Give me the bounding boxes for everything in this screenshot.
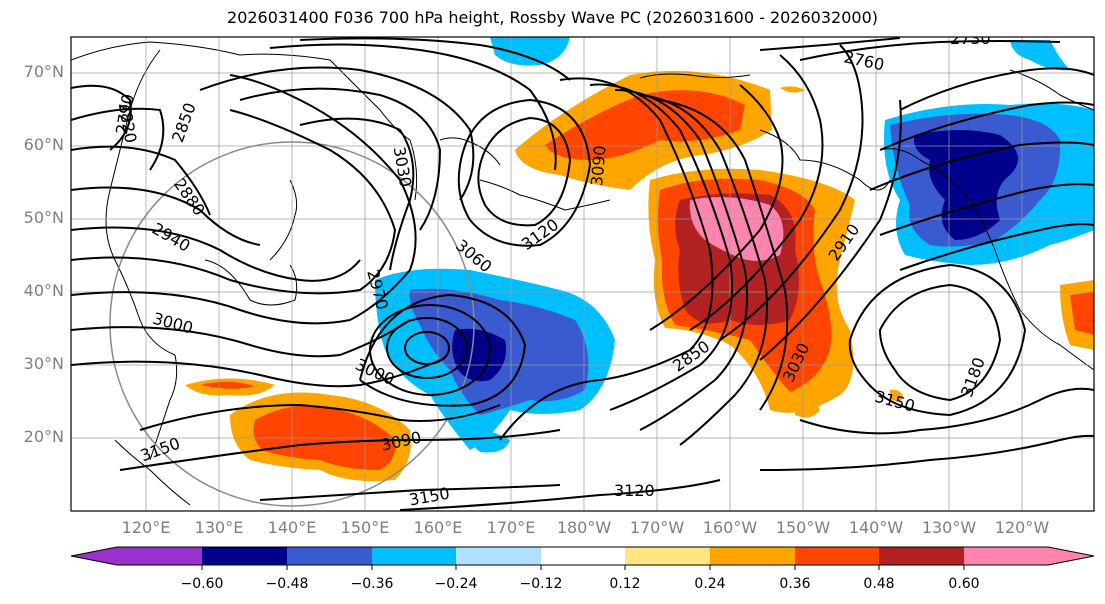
colorbar-segment xyxy=(964,547,1048,565)
lon-label: 130°E xyxy=(194,518,244,537)
lon-label: 160°E xyxy=(413,518,463,537)
positive-anomaly-shading xyxy=(185,70,1094,482)
colorbar-tick-label: 0.24 xyxy=(694,576,726,592)
lon-label: 170°E xyxy=(486,518,536,537)
colorbar-segment xyxy=(287,547,372,565)
lon-label: 150°E xyxy=(340,518,390,537)
colorbar-tick-label: −0.12 xyxy=(519,576,563,592)
contour-label: 2730 xyxy=(950,29,991,48)
colorbar-tick-label: −0.36 xyxy=(350,576,394,592)
colorbar-segment xyxy=(879,547,964,565)
lon-label: 170°W xyxy=(629,518,685,537)
colorbar xyxy=(70,546,1095,570)
lon-label: 130°W xyxy=(921,518,977,537)
lon-label: 120°W xyxy=(994,518,1050,537)
colorbar-tick-label: 0.60 xyxy=(948,576,980,592)
colorbar-tick-label: −0.48 xyxy=(265,576,309,592)
colorbar-tick-label: 0.12 xyxy=(609,576,641,592)
lat-label: 70°N xyxy=(23,62,64,81)
colorbar-segment xyxy=(456,547,541,565)
lon-label: 140°W xyxy=(848,518,904,537)
colorbar-tick-label: −0.24 xyxy=(434,576,478,592)
lon-label: 180°W xyxy=(556,518,612,537)
colorbar-tick-label: 0.48 xyxy=(863,576,895,592)
lon-label: 150°W xyxy=(775,518,831,537)
lat-label: 50°N xyxy=(23,208,64,227)
colorbar-extend-low xyxy=(71,547,117,565)
contour-label: 3120 xyxy=(614,481,655,500)
lat-label: 40°N xyxy=(23,281,64,300)
region-circle xyxy=(109,141,475,507)
lon-label: 120°E xyxy=(121,518,171,537)
lat-label: 30°N xyxy=(23,354,64,373)
height-contours xyxy=(71,37,1094,511)
coastlines xyxy=(71,41,1094,506)
lon-label: 140°E xyxy=(267,518,317,537)
colorbar-segment xyxy=(372,547,456,565)
lat-label: 60°N xyxy=(23,135,64,154)
colorbar-outline xyxy=(70,546,1095,566)
colorbar-segment xyxy=(625,547,710,565)
colorbar-tick-label: −0.60 xyxy=(180,576,224,592)
colorbar-tick-label: 0.36 xyxy=(779,576,811,592)
colorbar-segment xyxy=(202,547,287,565)
colorbar-segment xyxy=(541,547,625,565)
contour-label: 3090 xyxy=(587,145,609,187)
colorbar-segment xyxy=(117,547,202,565)
gridlines xyxy=(71,37,1094,511)
plot-frame xyxy=(70,36,1095,512)
colorbar-extend-high xyxy=(1048,547,1094,565)
lat-label: 20°N xyxy=(23,427,64,446)
colorbar-segment xyxy=(710,547,795,565)
lon-label: 160°W xyxy=(702,518,758,537)
map-title: 2026031400 F036 700 hPa height, Rossby W… xyxy=(227,8,878,27)
colorbar-segment xyxy=(795,547,879,565)
